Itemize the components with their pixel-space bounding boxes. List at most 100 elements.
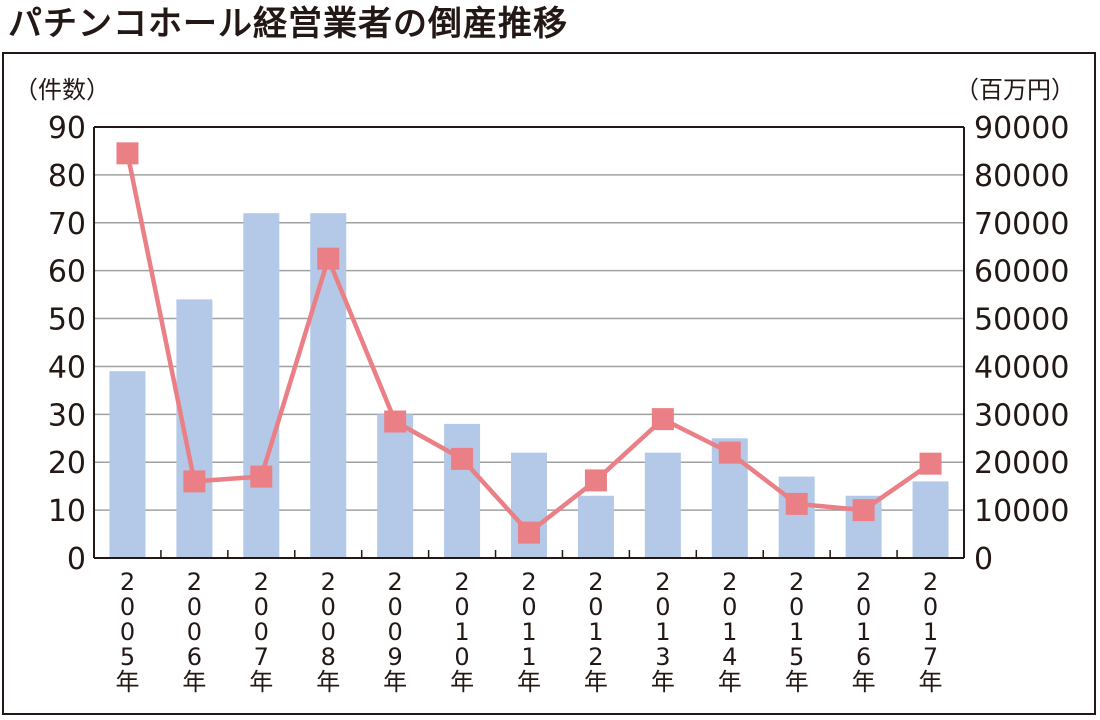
- category-char: 年: [249, 668, 273, 696]
- left-tick-label: 90: [48, 111, 86, 146]
- bar: [644, 452, 681, 558]
- category-char: 1: [521, 643, 536, 671]
- bar: [109, 371, 146, 558]
- category-char: 0: [388, 593, 403, 621]
- left-tick-label: 0: [67, 542, 86, 577]
- category-char: 2: [722, 568, 737, 596]
- left-tick-label: 70: [48, 207, 86, 242]
- left-tick-label: 60: [48, 255, 86, 290]
- category-char: 4: [722, 643, 737, 671]
- chart-title: パチンコホール経営業者の倒産推移: [8, 4, 568, 44]
- left-tick-label: 30: [48, 398, 86, 433]
- line-marker: [183, 470, 206, 493]
- category-char: 7: [254, 643, 269, 671]
- category-char: 1: [856, 618, 871, 646]
- category-char: 2: [521, 568, 536, 596]
- bar-series: [109, 213, 949, 558]
- category-char: 0: [856, 593, 871, 621]
- right-tick-label: 50000: [974, 303, 1069, 338]
- category-char: 年: [852, 668, 876, 696]
- category-char: 9: [388, 643, 403, 671]
- bar: [577, 495, 614, 558]
- category-char: 年: [115, 668, 139, 696]
- category-char: 年: [383, 668, 407, 696]
- line-marker: [384, 410, 407, 433]
- tick-labels: 0 10 20 30 40 50 60 70 80 90 0 10000 20000 30000 40000…: [48, 111, 1070, 577]
- category-char: 2: [655, 568, 670, 596]
- bar: [243, 213, 280, 558]
- category-char: 2: [588, 568, 603, 596]
- right-tick-label: 90000: [974, 111, 1069, 146]
- category-char: 2: [388, 568, 403, 596]
- category-char: 年: [651, 668, 675, 696]
- category-char: 0: [254, 618, 269, 646]
- left-tick-label: 20: [48, 446, 86, 481]
- category-char: 0: [120, 593, 135, 621]
- bar: [377, 414, 414, 558]
- category-char: 年: [316, 668, 340, 696]
- right-tick-label: 80000: [974, 159, 1069, 194]
- left-axis-unit: （件数）: [14, 76, 110, 104]
- right-tick-label: 10000: [974, 494, 1069, 529]
- category-char: 7: [923, 643, 938, 671]
- right-tick-label: 30000: [974, 398, 1069, 433]
- category-char: 0: [254, 593, 269, 621]
- category-char: 年: [517, 668, 541, 696]
- category-char: 2: [856, 568, 871, 596]
- category-labels: 2005年2006年2007年2008年2009年2010年2011年2012年…: [115, 568, 942, 696]
- category-char: 0: [388, 618, 403, 646]
- category-char: 年: [182, 668, 206, 696]
- right-tick-label: 60000: [974, 255, 1069, 290]
- line-marker: [852, 499, 875, 522]
- category-char: 年: [450, 668, 474, 696]
- line-marker: [718, 441, 741, 464]
- category-char: 0: [923, 593, 938, 621]
- category-char: 0: [321, 618, 336, 646]
- line-marker: [116, 142, 139, 165]
- left-tick-label: 50: [48, 303, 86, 338]
- bar: [912, 481, 949, 558]
- line-marker: [919, 452, 942, 475]
- right-tick-label: 40000: [974, 350, 1069, 385]
- category-char: 2: [120, 568, 135, 596]
- bar: [310, 213, 347, 558]
- category-char: 年: [785, 668, 809, 696]
- bar: [444, 423, 481, 558]
- right-tick-label: 70000: [974, 207, 1069, 242]
- category-char: 2: [588, 643, 603, 671]
- category-char: 1: [923, 618, 938, 646]
- category-char: 2: [187, 568, 202, 596]
- left-tick-label: 80: [48, 159, 86, 194]
- line-marker: [317, 247, 340, 270]
- category-char: 0: [321, 593, 336, 621]
- category-char: 1: [521, 618, 536, 646]
- category-char: 2: [454, 568, 469, 596]
- category-char: 1: [655, 618, 670, 646]
- category-char: 1: [722, 618, 737, 646]
- bar: [778, 476, 815, 558]
- category-char: 0: [454, 593, 469, 621]
- line-marker: [451, 447, 474, 470]
- category-char: 0: [187, 618, 202, 646]
- right-tick-label: 0: [974, 542, 993, 577]
- line-marker: [584, 469, 607, 492]
- line-marker: [785, 492, 808, 515]
- category-char: 2: [321, 568, 336, 596]
- category-char: 0: [789, 593, 804, 621]
- category-char: 年: [718, 668, 742, 696]
- category-char: 8: [321, 643, 336, 671]
- category-char: 0: [187, 593, 202, 621]
- axes: [93, 126, 965, 559]
- line-series: [116, 142, 942, 544]
- category-char: 6: [187, 643, 202, 671]
- category-char: 0: [588, 593, 603, 621]
- category-char: 2: [789, 568, 804, 596]
